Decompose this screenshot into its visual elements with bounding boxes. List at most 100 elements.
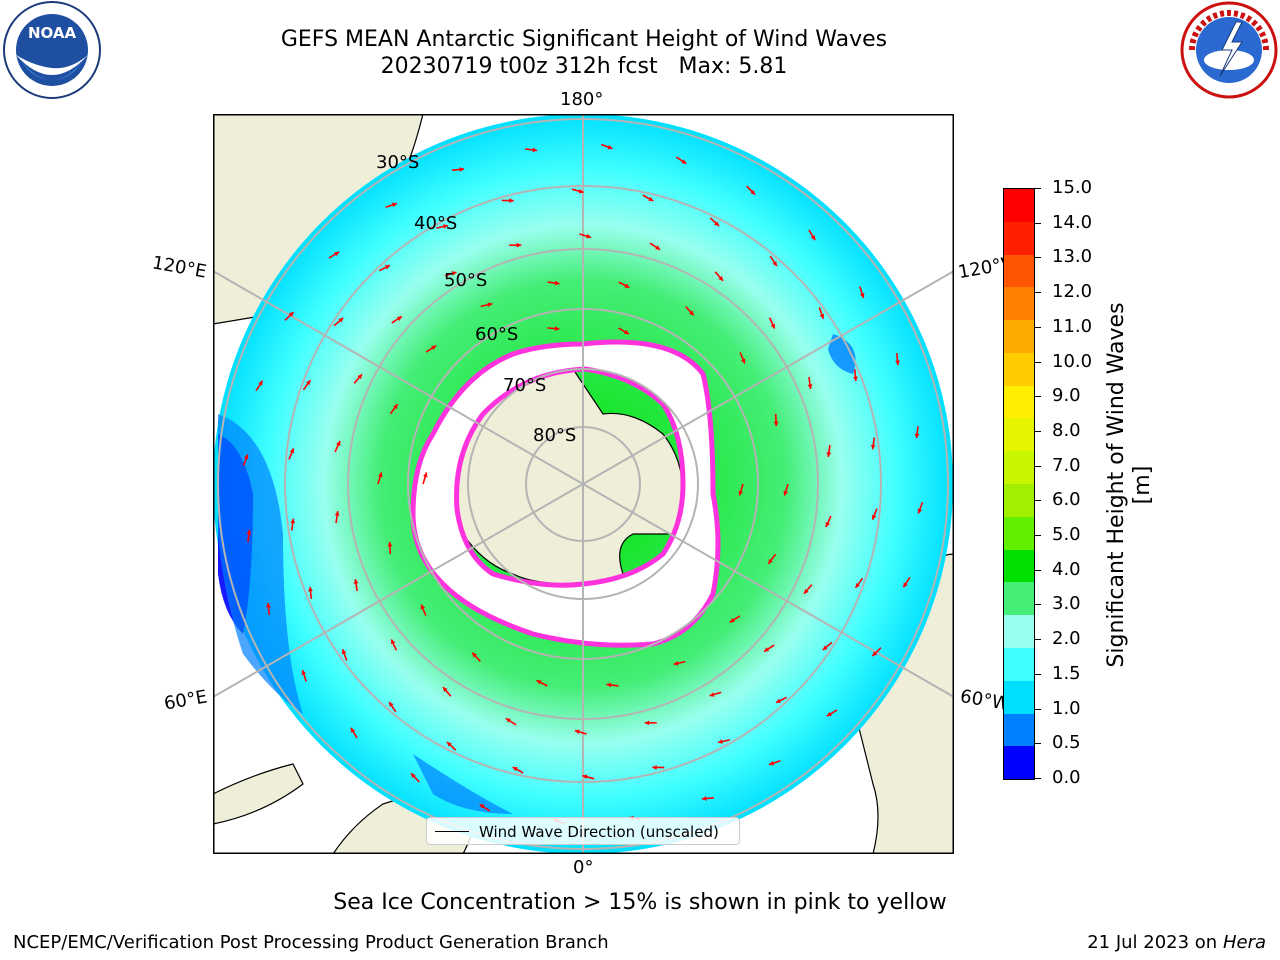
lon-label-60e: 60°E bbox=[162, 686, 209, 715]
colorbar-tick-label: 1.0 bbox=[1052, 697, 1081, 719]
wave-arrow-head bbox=[396, 316, 402, 321]
colorbar-bin bbox=[1004, 320, 1034, 353]
legend-label: Wind Wave Direction (unscaled) bbox=[479, 823, 719, 841]
wave-arrow-head bbox=[338, 317, 344, 323]
colorbar-tick-mark bbox=[1034, 292, 1041, 294]
wave-arrow-head bbox=[536, 680, 542, 685]
wave-arrow-head bbox=[393, 404, 398, 410]
colorbar-tick-label: 10.0 bbox=[1052, 350, 1093, 372]
wave-arrow-head bbox=[334, 251, 340, 257]
wave-arrow-head bbox=[895, 360, 900, 366]
colorbar-tick-label: 6.0 bbox=[1052, 489, 1081, 511]
colorbar-tick-label: 11.0 bbox=[1052, 315, 1093, 337]
colorbar-tick-label: 4.0 bbox=[1052, 558, 1081, 580]
lat-label-60s: 60°S bbox=[475, 324, 519, 345]
lon-label-0: 0° bbox=[573, 857, 594, 878]
colorbar-tick-mark bbox=[1034, 257, 1041, 259]
wave-arrow-head bbox=[701, 796, 707, 801]
wave-arrow-head bbox=[384, 265, 390, 270]
wave-arrow-head bbox=[729, 618, 735, 623]
wave-arrow-head bbox=[308, 586, 313, 592]
wave-arrow-head bbox=[532, 147, 538, 153]
wave-arrow-head bbox=[446, 742, 452, 747]
colorbar-bin bbox=[1004, 287, 1034, 321]
wave-arrow-head bbox=[377, 472, 383, 478]
wave-arrow-head bbox=[442, 687, 448, 692]
colorbar bbox=[1003, 188, 1035, 780]
wave-arrow-head bbox=[574, 729, 580, 735]
colorbar-bin bbox=[1004, 254, 1034, 288]
wave-arrow-head bbox=[709, 692, 715, 697]
colorbar-tick-mark bbox=[1034, 673, 1041, 675]
colorbar-bin bbox=[1004, 680, 1034, 714]
colorbar-tick-label: 8.0 bbox=[1052, 419, 1081, 441]
colorbar-tick-label: 5.0 bbox=[1052, 524, 1081, 546]
wave-arrow-head bbox=[853, 376, 858, 382]
wave-arrow-head bbox=[769, 760, 774, 766]
wave-arrow-head bbox=[826, 452, 832, 457]
wave-arrow-head bbox=[459, 167, 465, 172]
colorbar-bin bbox=[1004, 352, 1034, 386]
wave-arrow-head bbox=[718, 739, 723, 744]
wave-arrow-head bbox=[644, 720, 650, 726]
colorbar-bin bbox=[1004, 385, 1034, 419]
wave-arrow-head bbox=[582, 774, 588, 780]
wave-arrow-head bbox=[391, 639, 396, 645]
wave-arrow-head bbox=[718, 276, 724, 281]
colorbar-bin bbox=[1004, 189, 1034, 222]
wave-arrow-head bbox=[855, 582, 861, 588]
wind-wave-arrows bbox=[242, 143, 924, 825]
wave-arrow-head bbox=[392, 202, 397, 208]
wave-arrow-head bbox=[859, 293, 865, 298]
wave-arrow-head bbox=[410, 773, 416, 779]
wave-arrow-head bbox=[472, 652, 477, 658]
lat-label-80s: 80°S bbox=[533, 425, 577, 446]
wave-arrow-head bbox=[689, 310, 694, 316]
wave-arrow-head bbox=[243, 454, 249, 460]
wave-arrow-head bbox=[822, 645, 828, 651]
colorbar-tick-mark bbox=[1034, 222, 1041, 224]
colorbar-tick-label: 7.0 bbox=[1052, 454, 1081, 476]
colorbar-bin bbox=[1004, 484, 1034, 517]
lat-label-70s: 70°S bbox=[503, 375, 547, 396]
wave-arrow-head bbox=[350, 727, 356, 733]
wave-arrow-head bbox=[512, 767, 518, 772]
wave-arrow-head bbox=[578, 188, 584, 194]
wave-arrow-head bbox=[624, 283, 630, 288]
wave-arrow-head bbox=[357, 374, 363, 380]
colorbar-tick-mark bbox=[1034, 743, 1041, 745]
noaa-logo: NOAA bbox=[0, 0, 104, 100]
colorbar-tick-label: 12.0 bbox=[1052, 281, 1093, 303]
footer-host: Hera bbox=[1222, 932, 1266, 953]
graticule bbox=[213, 114, 954, 854]
colorbar-tick-label: 15.0 bbox=[1052, 177, 1093, 198]
wave-arrow-head bbox=[819, 313, 825, 319]
wave-arrow-head bbox=[914, 433, 920, 439]
legend-line-icon bbox=[435, 831, 469, 832]
colorbar-tick-label: 9.0 bbox=[1052, 385, 1081, 407]
colorbar-bin bbox=[1004, 418, 1034, 452]
wave-arrow-head bbox=[750, 189, 756, 195]
wave-arrow-head bbox=[871, 514, 877, 520]
nws-logo bbox=[1178, 0, 1280, 100]
wave-arrow-head bbox=[554, 280, 560, 286]
lat-label-30s: 30°S bbox=[376, 152, 420, 173]
wave-arrow-head bbox=[738, 490, 744, 496]
wave-arrow-head bbox=[516, 242, 522, 248]
wave-arrow-head bbox=[655, 245, 661, 250]
lat-label-50s: 50°S bbox=[444, 270, 488, 291]
sea-ice-caption: Sea Ice Concentration > 15% is shown in … bbox=[333, 890, 947, 915]
wave-arrow-head bbox=[648, 196, 654, 201]
wave-arrow-head bbox=[509, 198, 514, 203]
colorbar-tick-mark bbox=[1034, 465, 1041, 467]
wave-arrow-head bbox=[246, 529, 252, 535]
wave-arrow-head bbox=[334, 511, 340, 516]
wave-arrow-head bbox=[422, 472, 428, 478]
wave-arrow-head bbox=[443, 224, 448, 229]
colorbar-tick-mark bbox=[1034, 569, 1041, 571]
colorbar-tick-label: 3.0 bbox=[1052, 593, 1081, 615]
wave-arrow-head bbox=[266, 602, 271, 608]
colorbar-tick-label: 2.0 bbox=[1052, 628, 1081, 650]
colorbar-bin bbox=[1004, 647, 1034, 681]
wave-arrow-head bbox=[420, 604, 426, 610]
